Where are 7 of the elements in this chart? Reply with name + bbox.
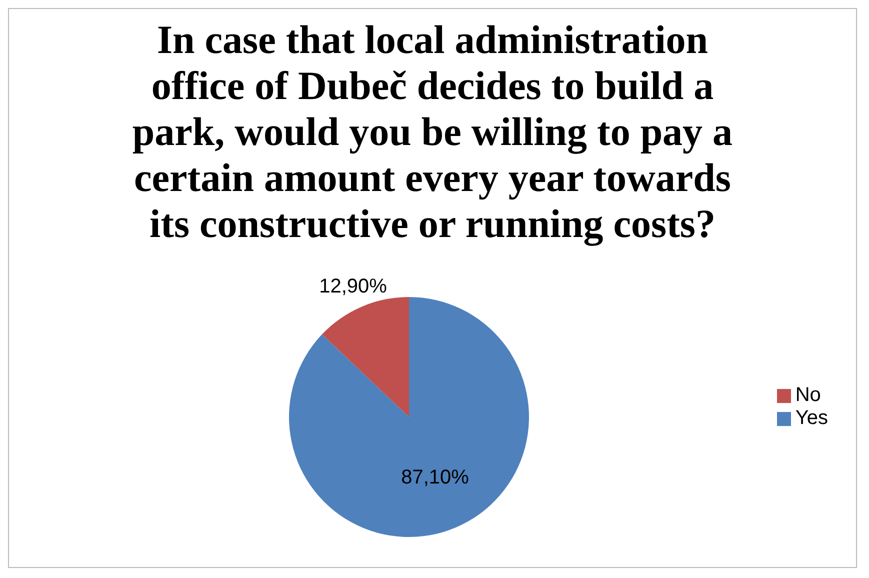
- data-label: 87,10%: [401, 466, 470, 489]
- legend-label: No: [795, 384, 821, 406]
- pie-slice: [289, 297, 529, 537]
- legend-label: Yes: [795, 407, 828, 429]
- data-label: 12,90%: [319, 276, 388, 298]
- chart-title: In case that local administration office of Dubeč decides to build a park, would you be willing to pay a certain amount every year towards its constructive or running costs?: [131, 16, 734, 247]
- pie-slice: [322, 297, 409, 417]
